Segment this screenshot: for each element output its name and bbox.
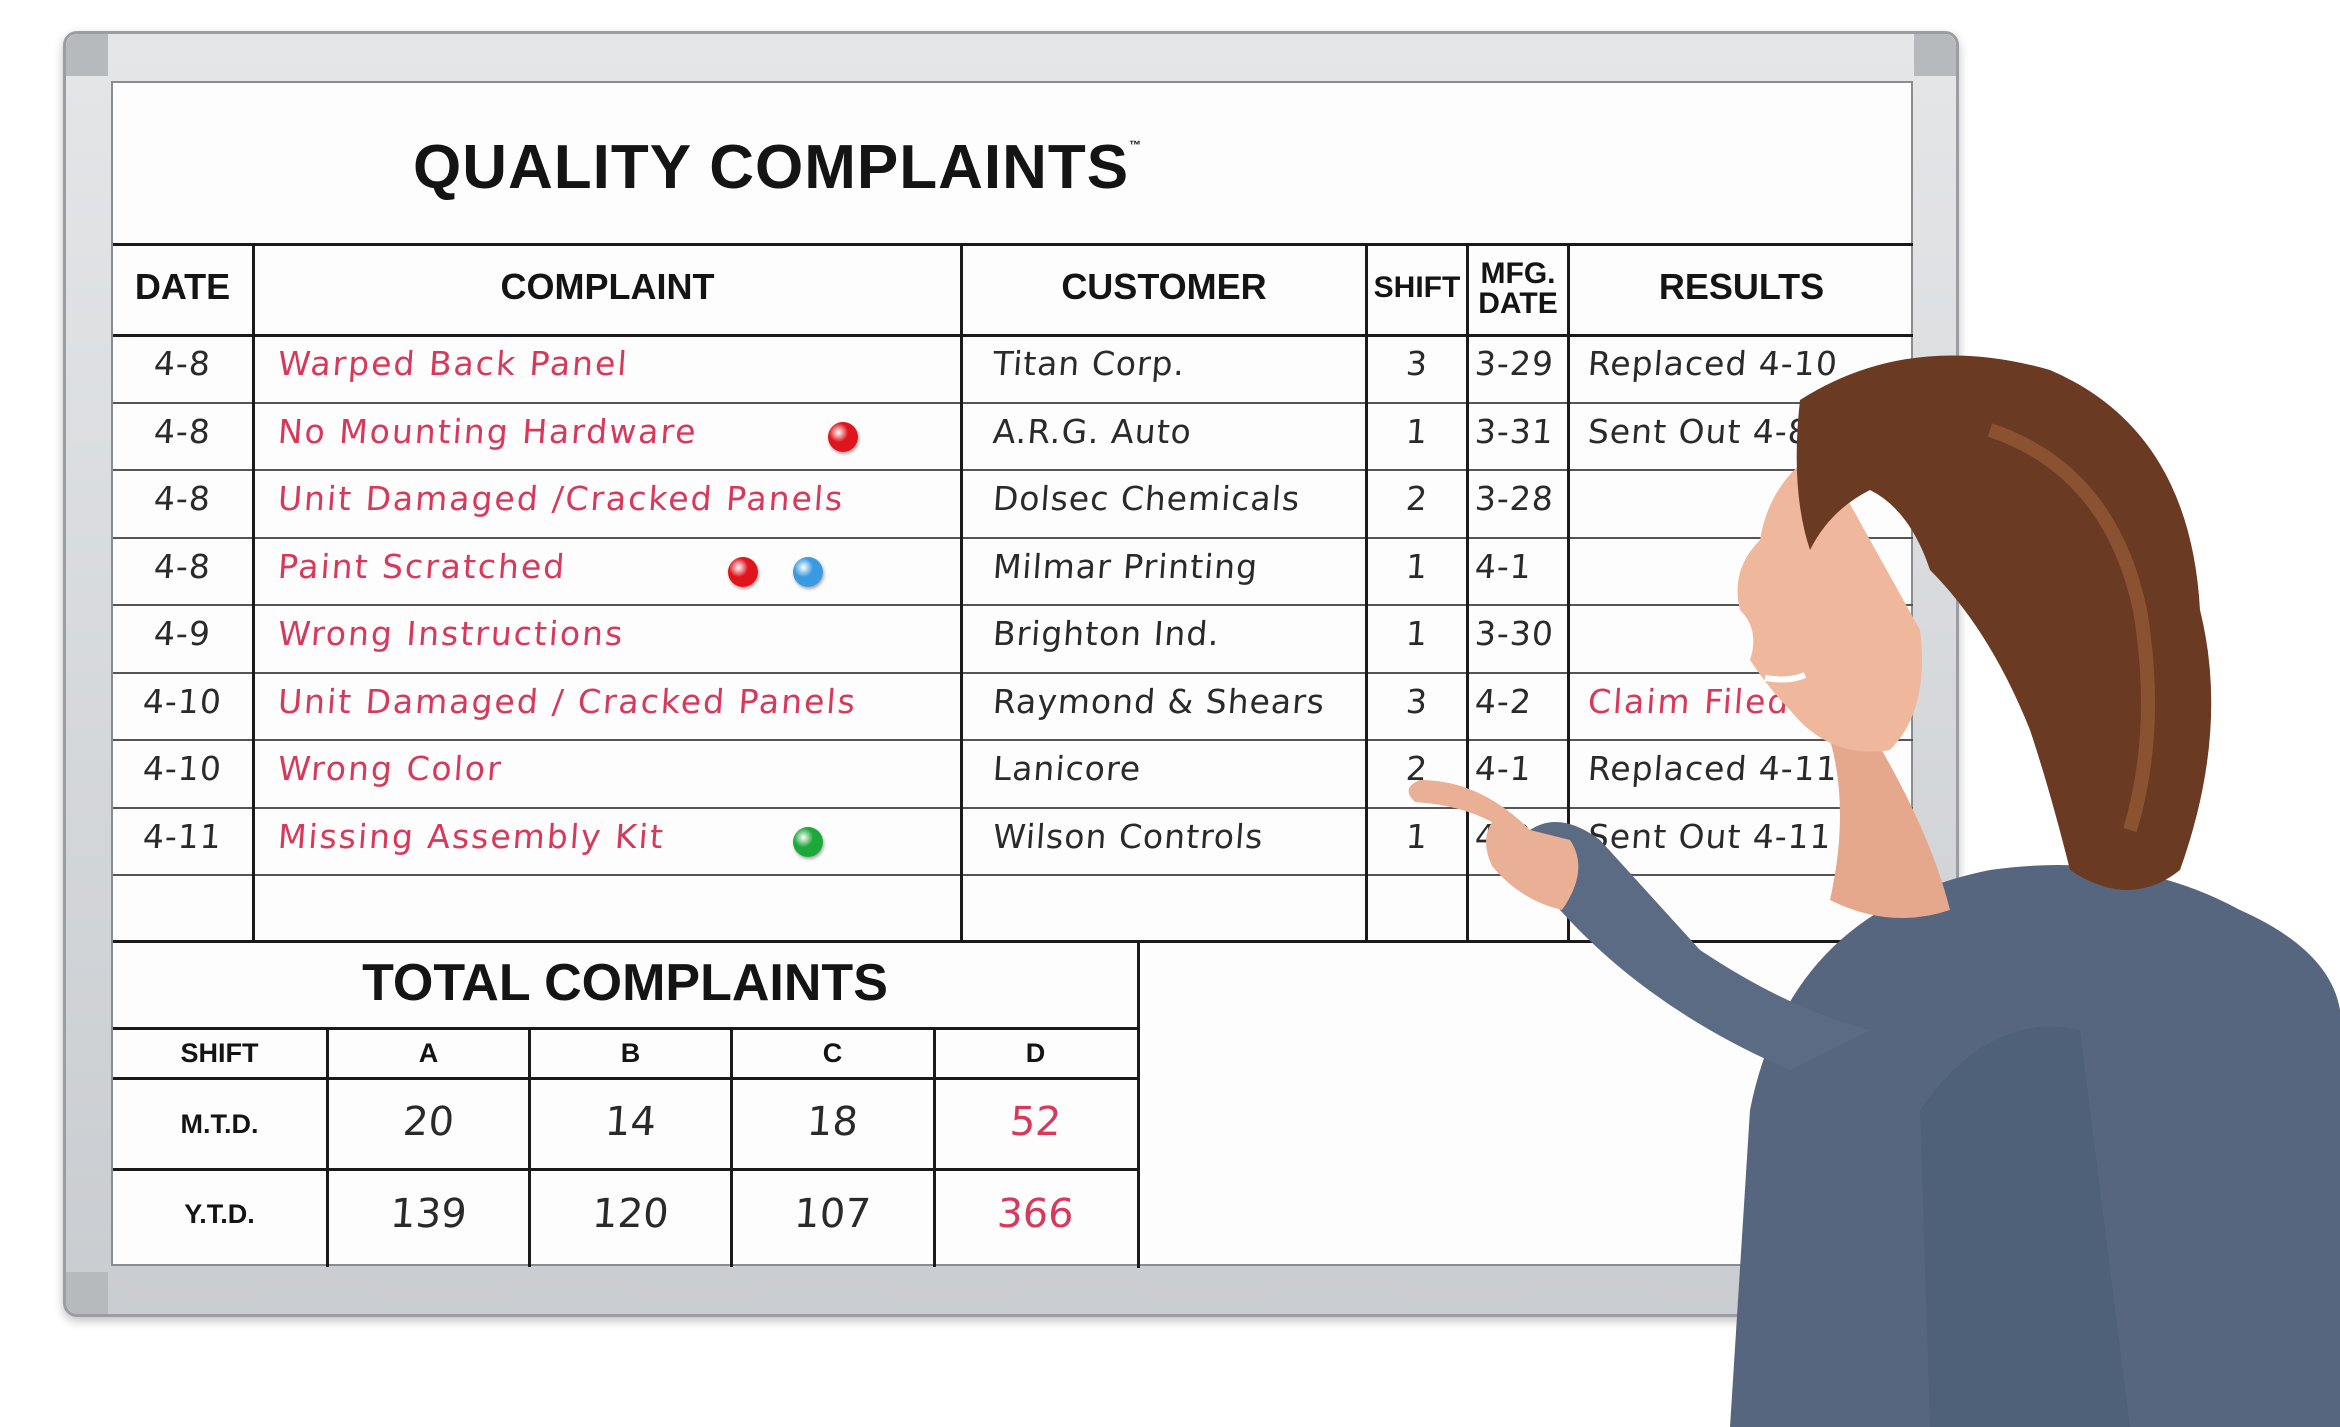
grid-line — [326, 1027, 329, 1267]
magnet-indicator[interactable] — [728, 557, 758, 587]
cell-complaint: No Mounting Hardware — [276, 412, 700, 451]
cell-complaint: Unit Damaged /Cracked Panels — [276, 479, 846, 518]
frame-corner — [66, 1272, 108, 1314]
header-customer: CUSTOMER — [1061, 266, 1267, 307]
totals-mtd-value: 52 — [1008, 1099, 1063, 1145]
board-title: QUALITY COMPLAINTS™ — [413, 133, 1143, 202]
grid-line — [1466, 243, 1469, 941]
cell-complaint: Paint Scratched — [276, 547, 568, 586]
cell-complaint: Wrong Color — [276, 749, 505, 788]
totals-col-b: B — [620, 1038, 641, 1068]
grid-line — [113, 1027, 1137, 1030]
totals-ytd-value: 107 — [792, 1191, 873, 1237]
row-divider — [113, 402, 1913, 404]
trademark-mark: ™ — [1129, 138, 1143, 152]
row-divider — [113, 604, 1913, 606]
totals-ytd-value: 366 — [995, 1191, 1076, 1237]
cell-customer: Wilson Controls — [991, 817, 1265, 856]
cell-customer: Titan Corp. — [991, 344, 1187, 383]
header-date: DATE — [134, 266, 231, 307]
row-divider — [113, 537, 1913, 539]
row-divider — [113, 874, 1913, 876]
grid-line — [252, 243, 255, 941]
cell-date: 4-10 — [141, 682, 224, 721]
cell-customer: Milmar Printing — [991, 547, 1260, 586]
smile — [1764, 672, 1807, 683]
cell-date: 4-8 — [152, 412, 213, 451]
grid-line — [730, 1027, 733, 1267]
cell-date: 4-8 — [152, 479, 213, 518]
totals-col-c: C — [822, 1038, 843, 1068]
blazer-inner — [1920, 1026, 2130, 1427]
row-divider — [113, 807, 1913, 809]
hair — [1796, 355, 2212, 890]
neck — [1830, 730, 1950, 918]
totals-mtd-value: 14 — [603, 1099, 658, 1145]
cell-customer: Brighton Ind. — [991, 614, 1222, 653]
cell-date: 4-9 — [152, 614, 213, 653]
grid-line — [960, 243, 963, 941]
totals-col-d: D — [1025, 1038, 1046, 1068]
totals-shift-label: SHIFT — [180, 1038, 259, 1068]
totals-col-a: A — [418, 1038, 439, 1068]
cell-customer: Lanicore — [991, 749, 1143, 788]
cell-complaint: Unit Damaged / Cracked Panels — [276, 682, 859, 721]
grid-line — [113, 243, 1913, 246]
cell-date: 4-8 — [152, 344, 213, 383]
totals-ytd-value: 120 — [590, 1191, 671, 1237]
row-divider — [113, 672, 1913, 674]
grid-line — [933, 1027, 936, 1267]
header-complaint: COMPLAINT — [500, 266, 715, 307]
blazer-sleeve — [1530, 822, 1870, 1070]
magnet-indicator[interactable] — [793, 557, 823, 587]
totals-mtd-value: 18 — [805, 1099, 860, 1145]
cell-date: 4-10 — [141, 749, 224, 788]
header-results: RESULTS — [1658, 266, 1825, 307]
hair-highlight — [1987, 423, 2155, 833]
grid-line — [1365, 243, 1368, 941]
whiteboard: QUALITY COMPLAINTS™ DATE COMPLAINT CUSTO… — [111, 81, 1913, 1268]
totals-title: TOTAL COMPLAINTS — [362, 954, 888, 1012]
row-divider — [113, 469, 1913, 471]
grid-line — [113, 334, 1913, 337]
cell-date: 4-8 — [152, 547, 213, 586]
header-mfg-date: MFG. DATE — [1478, 257, 1558, 320]
grid-line — [113, 940, 1913, 943]
totals-ytd-label: Y.T.D. — [184, 1199, 255, 1229]
row-divider — [113, 739, 1913, 741]
magnet-indicator[interactable] — [828, 422, 858, 452]
totals-mtd-label: M.T.D. — [180, 1109, 259, 1139]
cell-customer: A.R.G. Auto — [991, 412, 1194, 451]
frame-corner — [1914, 34, 1956, 76]
cell-complaint: Missing Assembly Kit — [276, 817, 667, 856]
totals-ytd-value: 139 — [388, 1191, 469, 1237]
grid-line — [1137, 940, 1140, 1268]
frame-corner — [66, 34, 108, 76]
magnet-indicator[interactable] — [793, 827, 823, 857]
presenter-person — [1408, 355, 2340, 1427]
grid-line — [1567, 243, 1570, 941]
header-shift: SHIFT — [1373, 271, 1461, 304]
cell-complaint: Wrong Instructions — [276, 614, 626, 653]
pointing-hand — [1408, 780, 1579, 910]
totals-mtd-value: 20 — [401, 1099, 456, 1145]
grid-line — [113, 1168, 1137, 1171]
grid-line — [113, 1077, 1137, 1080]
cell-complaint: Warped Back Panel — [276, 344, 631, 383]
cell-date: 4-11 — [141, 817, 224, 856]
face — [1737, 450, 1922, 752]
grid-line — [528, 1027, 531, 1267]
